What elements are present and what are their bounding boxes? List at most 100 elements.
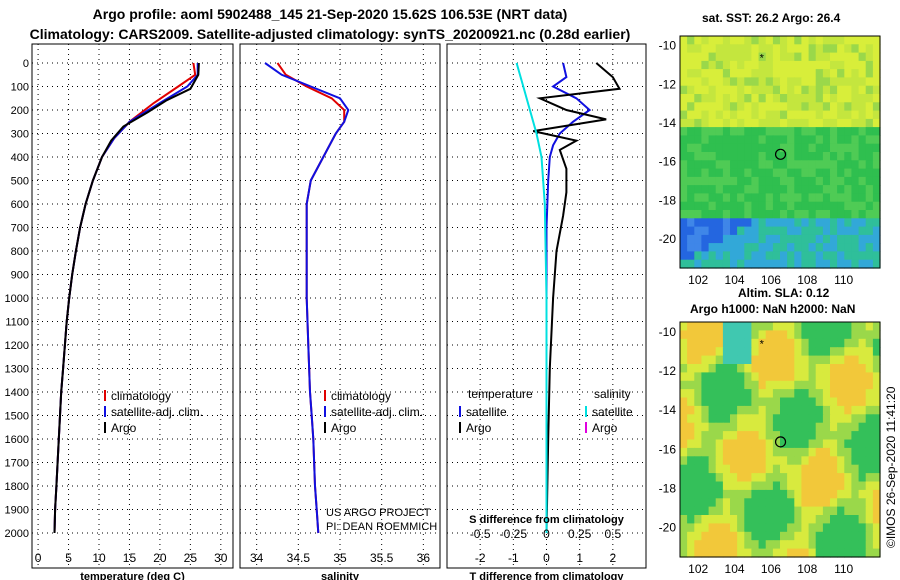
map-cell: [872, 110, 881, 120]
map-cell: [758, 473, 767, 483]
x-tick-label: 15: [123, 551, 137, 565]
map-cell: [744, 259, 752, 269]
map-cell: [815, 143, 824, 153]
map-cell: [694, 405, 702, 415]
map-cell: [851, 193, 860, 203]
map-cell: [787, 506, 795, 516]
map-cell: [751, 52, 760, 62]
map-cell: [701, 44, 710, 54]
map-cell: [737, 135, 745, 145]
map-cell: [837, 118, 845, 128]
map-cell: [758, 523, 767, 533]
map-cell: [865, 118, 874, 128]
map-cell: [737, 489, 745, 499]
map-cell: [815, 405, 824, 415]
map-cell: [872, 69, 881, 78]
map-cell: [701, 118, 710, 128]
map-y-tick-label: -12: [659, 364, 677, 378]
map-cell: [815, 193, 824, 203]
map-cell: [744, 52, 752, 62]
map-cell: [772, 422, 781, 432]
y-tick-label: 700: [11, 223, 29, 235]
map-cell: [722, 447, 731, 457]
map-cell: [772, 447, 781, 457]
map-cell: [772, 143, 781, 153]
map-cell: [808, 168, 817, 178]
map-cell: [830, 515, 838, 524]
map-cell: [708, 185, 717, 194]
map-cell: [865, 414, 874, 424]
map-cell: [722, 243, 731, 252]
map-cell: [808, 372, 817, 382]
map-cell: [787, 127, 795, 136]
map-cell: [837, 193, 845, 203]
map-cell: [758, 481, 767, 491]
map-cell: [694, 218, 702, 228]
map-cell: [872, 160, 881, 170]
map-cell: [694, 364, 702, 373]
map-cell: [744, 118, 752, 128]
map-cell: [730, 218, 738, 228]
map-cell: [822, 380, 831, 390]
map-cell: [737, 85, 745, 95]
map-cell: [730, 397, 738, 407]
map-cell: [737, 44, 745, 54]
map-cell: [737, 243, 745, 252]
map-cell: [758, 218, 767, 228]
map-cell: [872, 447, 881, 457]
map-cell: [872, 210, 881, 219]
map-cell: [751, 127, 760, 136]
map-cell: [751, 243, 760, 252]
map-cell: [830, 210, 838, 219]
map-cell: [687, 36, 695, 45]
map-cell: [858, 218, 867, 228]
map-cell: [765, 405, 774, 415]
map-cell: [751, 347, 760, 357]
map-cell: [815, 118, 824, 128]
map-cell: [815, 185, 824, 194]
map-cell: [865, 201, 874, 211]
map-cell: [815, 44, 824, 54]
map-cell: [851, 481, 860, 491]
map-cell: [680, 322, 688, 331]
map-cell: [765, 102, 774, 112]
map-cell: [837, 259, 845, 269]
map-cell: [865, 176, 874, 186]
map-cell: [772, 110, 781, 120]
map-cell: [858, 338, 867, 348]
map-cell: [722, 94, 731, 103]
map-cell: [815, 531, 824, 541]
map-cell: [780, 60, 788, 70]
map-cell: [722, 259, 731, 269]
map-cell: [794, 152, 802, 161]
map-cell: [772, 168, 781, 178]
map-cell: [694, 515, 702, 524]
map-cell: [701, 464, 710, 474]
map-cell: [794, 347, 802, 357]
map-cell: [701, 69, 710, 78]
map-cell: [872, 143, 881, 153]
map-cell: [787, 464, 795, 474]
map-cell: [858, 372, 867, 382]
map-cell: [851, 389, 860, 399]
map-cell: [715, 85, 724, 95]
map-cell: [872, 431, 881, 441]
map-cell: [844, 364, 852, 373]
map-cell: [808, 447, 817, 457]
map-cell: [722, 218, 731, 228]
map-cell: [780, 405, 788, 415]
map-cell: [780, 355, 788, 365]
map-cell: [687, 243, 695, 252]
map-cell: [765, 464, 774, 474]
map-cell: [680, 405, 688, 415]
map-cell: [715, 506, 724, 516]
map-cell: [744, 389, 752, 399]
map-cell: [765, 85, 774, 95]
map-cell: [830, 176, 838, 186]
map-cell: [772, 251, 781, 261]
map-cell: [694, 464, 702, 474]
map-cell: [830, 439, 838, 449]
map-cell: [794, 431, 802, 441]
map-cell: [872, 185, 881, 194]
map-cell: [722, 152, 731, 161]
